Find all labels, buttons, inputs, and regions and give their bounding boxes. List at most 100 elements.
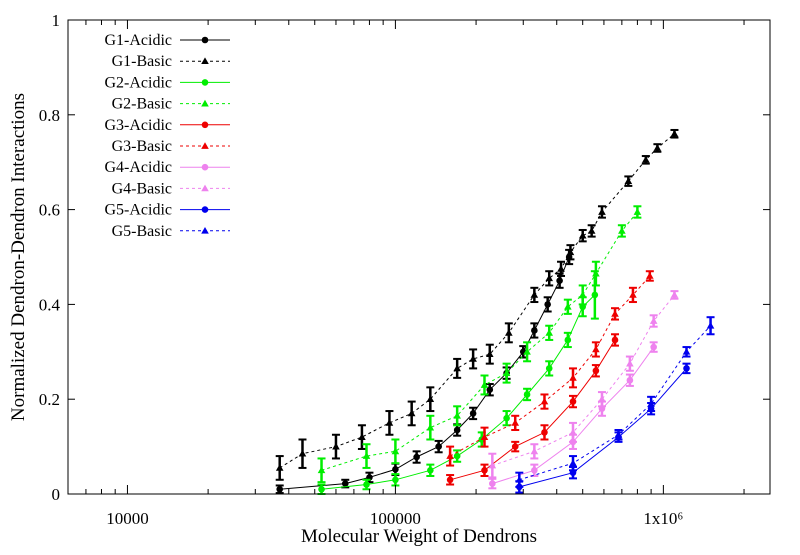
data-point — [629, 291, 637, 298]
data-point — [511, 419, 520, 426]
data-point — [362, 452, 371, 459]
legend-label: G1-Acidic — [104, 32, 172, 49]
series-g4-basic — [488, 290, 679, 479]
data-point — [427, 467, 434, 474]
data-point — [646, 272, 654, 279]
series-line — [321, 211, 638, 471]
series-g5-basic — [515, 316, 715, 488]
legend-entry: G4-Basic — [112, 180, 230, 197]
data-point — [626, 359, 634, 367]
legend-label: G4-Basic — [112, 180, 172, 197]
legend-marker — [201, 227, 209, 234]
legend-marker — [201, 99, 209, 107]
series-line — [519, 325, 711, 481]
series-line — [321, 294, 596, 490]
data-point — [407, 409, 416, 417]
data-point — [435, 443, 442, 450]
series-line — [279, 256, 570, 490]
data-point — [541, 429, 548, 436]
data-point — [391, 447, 400, 455]
data-point — [569, 374, 577, 381]
data-point — [557, 265, 565, 272]
data-point — [592, 269, 600, 277]
data-point — [523, 348, 531, 355]
data-point — [426, 395, 435, 403]
legend-entry: G3-Basic — [112, 138, 230, 155]
legend-marker — [201, 206, 209, 213]
data-point — [653, 144, 662, 151]
series-line — [492, 294, 675, 467]
data-point — [523, 391, 531, 398]
data-point — [618, 227, 626, 234]
legend-entry: G2-Acidic — [104, 74, 230, 91]
data-point — [611, 336, 619, 344]
data-point — [592, 345, 600, 353]
y-tick-label: 0.8 — [39, 106, 60, 125]
legend-label: G4-Acidic — [104, 159, 172, 176]
data-point — [341, 480, 349, 487]
data-point — [413, 453, 420, 461]
legend-label: G2-Basic — [112, 96, 172, 113]
data-point — [505, 329, 513, 336]
data-point — [624, 177, 633, 185]
series-g2-basic — [317, 205, 642, 484]
data-point — [670, 291, 679, 298]
data-point — [531, 327, 538, 334]
data-point — [426, 423, 435, 431]
data-point — [587, 227, 596, 234]
data-point — [578, 231, 587, 239]
data-point — [682, 348, 691, 355]
data-point — [488, 461, 497, 469]
legend-entry: G5-Basic — [112, 223, 230, 240]
data-point — [275, 464, 284, 471]
data-point — [592, 367, 600, 375]
data-point — [453, 426, 461, 434]
data-point — [481, 467, 488, 474]
y-tick-label: 0.4 — [39, 295, 61, 314]
data-point — [614, 430, 623, 438]
data-point — [298, 449, 307, 457]
legend-entry: G1-Basic — [112, 53, 230, 70]
x-axis-title: Molecular Weight of Dendrons — [301, 526, 537, 547]
axis-ticks: 0 0.2 0.4 0.6 0.8 1 10000 100000 1x10⁶ — [39, 11, 770, 528]
legend-label: G5-Basic — [112, 223, 172, 240]
legend-marker — [201, 121, 209, 129]
y-tick-label: 0.6 — [39, 201, 60, 220]
data-point — [564, 336, 572, 344]
data-point — [564, 302, 572, 310]
series-g1-acidic — [275, 248, 574, 495]
legend-label: G3-Acidic — [104, 117, 172, 134]
data-point — [485, 350, 494, 358]
data-point — [540, 397, 549, 405]
data-point — [598, 395, 606, 403]
legend-marker — [201, 142, 209, 149]
legend-entry: G3-Acidic — [104, 117, 230, 134]
legend-label: G5-Acidic — [104, 202, 172, 219]
data-point — [531, 467, 538, 474]
data-point — [569, 398, 577, 405]
legend-marker — [201, 57, 209, 65]
data-point — [332, 442, 340, 450]
legend-entry: G4-Acidic — [104, 159, 230, 176]
data-point — [486, 386, 494, 394]
series-g3-basic — [446, 270, 654, 467]
x-tick-label: 1x10⁶ — [643, 509, 683, 528]
y-tick-label: 1 — [52, 11, 61, 30]
data-point — [633, 208, 642, 215]
data-point — [569, 459, 577, 467]
data-point — [530, 291, 539, 298]
data-point — [511, 443, 519, 450]
data-point — [544, 301, 551, 308]
data-point — [683, 365, 690, 372]
legend-entry: G5-Acidic — [104, 202, 230, 219]
legend-label: G3-Basic — [112, 138, 172, 155]
data-point — [591, 291, 599, 299]
data-point — [363, 481, 370, 488]
data-point — [385, 419, 394, 426]
data-point — [392, 466, 399, 473]
data-point — [706, 321, 715, 329]
legend-entry: G1-Acidic — [104, 32, 230, 49]
y-tick-label: 0.2 — [39, 390, 60, 409]
x-tick-label: 10000 — [106, 509, 149, 528]
